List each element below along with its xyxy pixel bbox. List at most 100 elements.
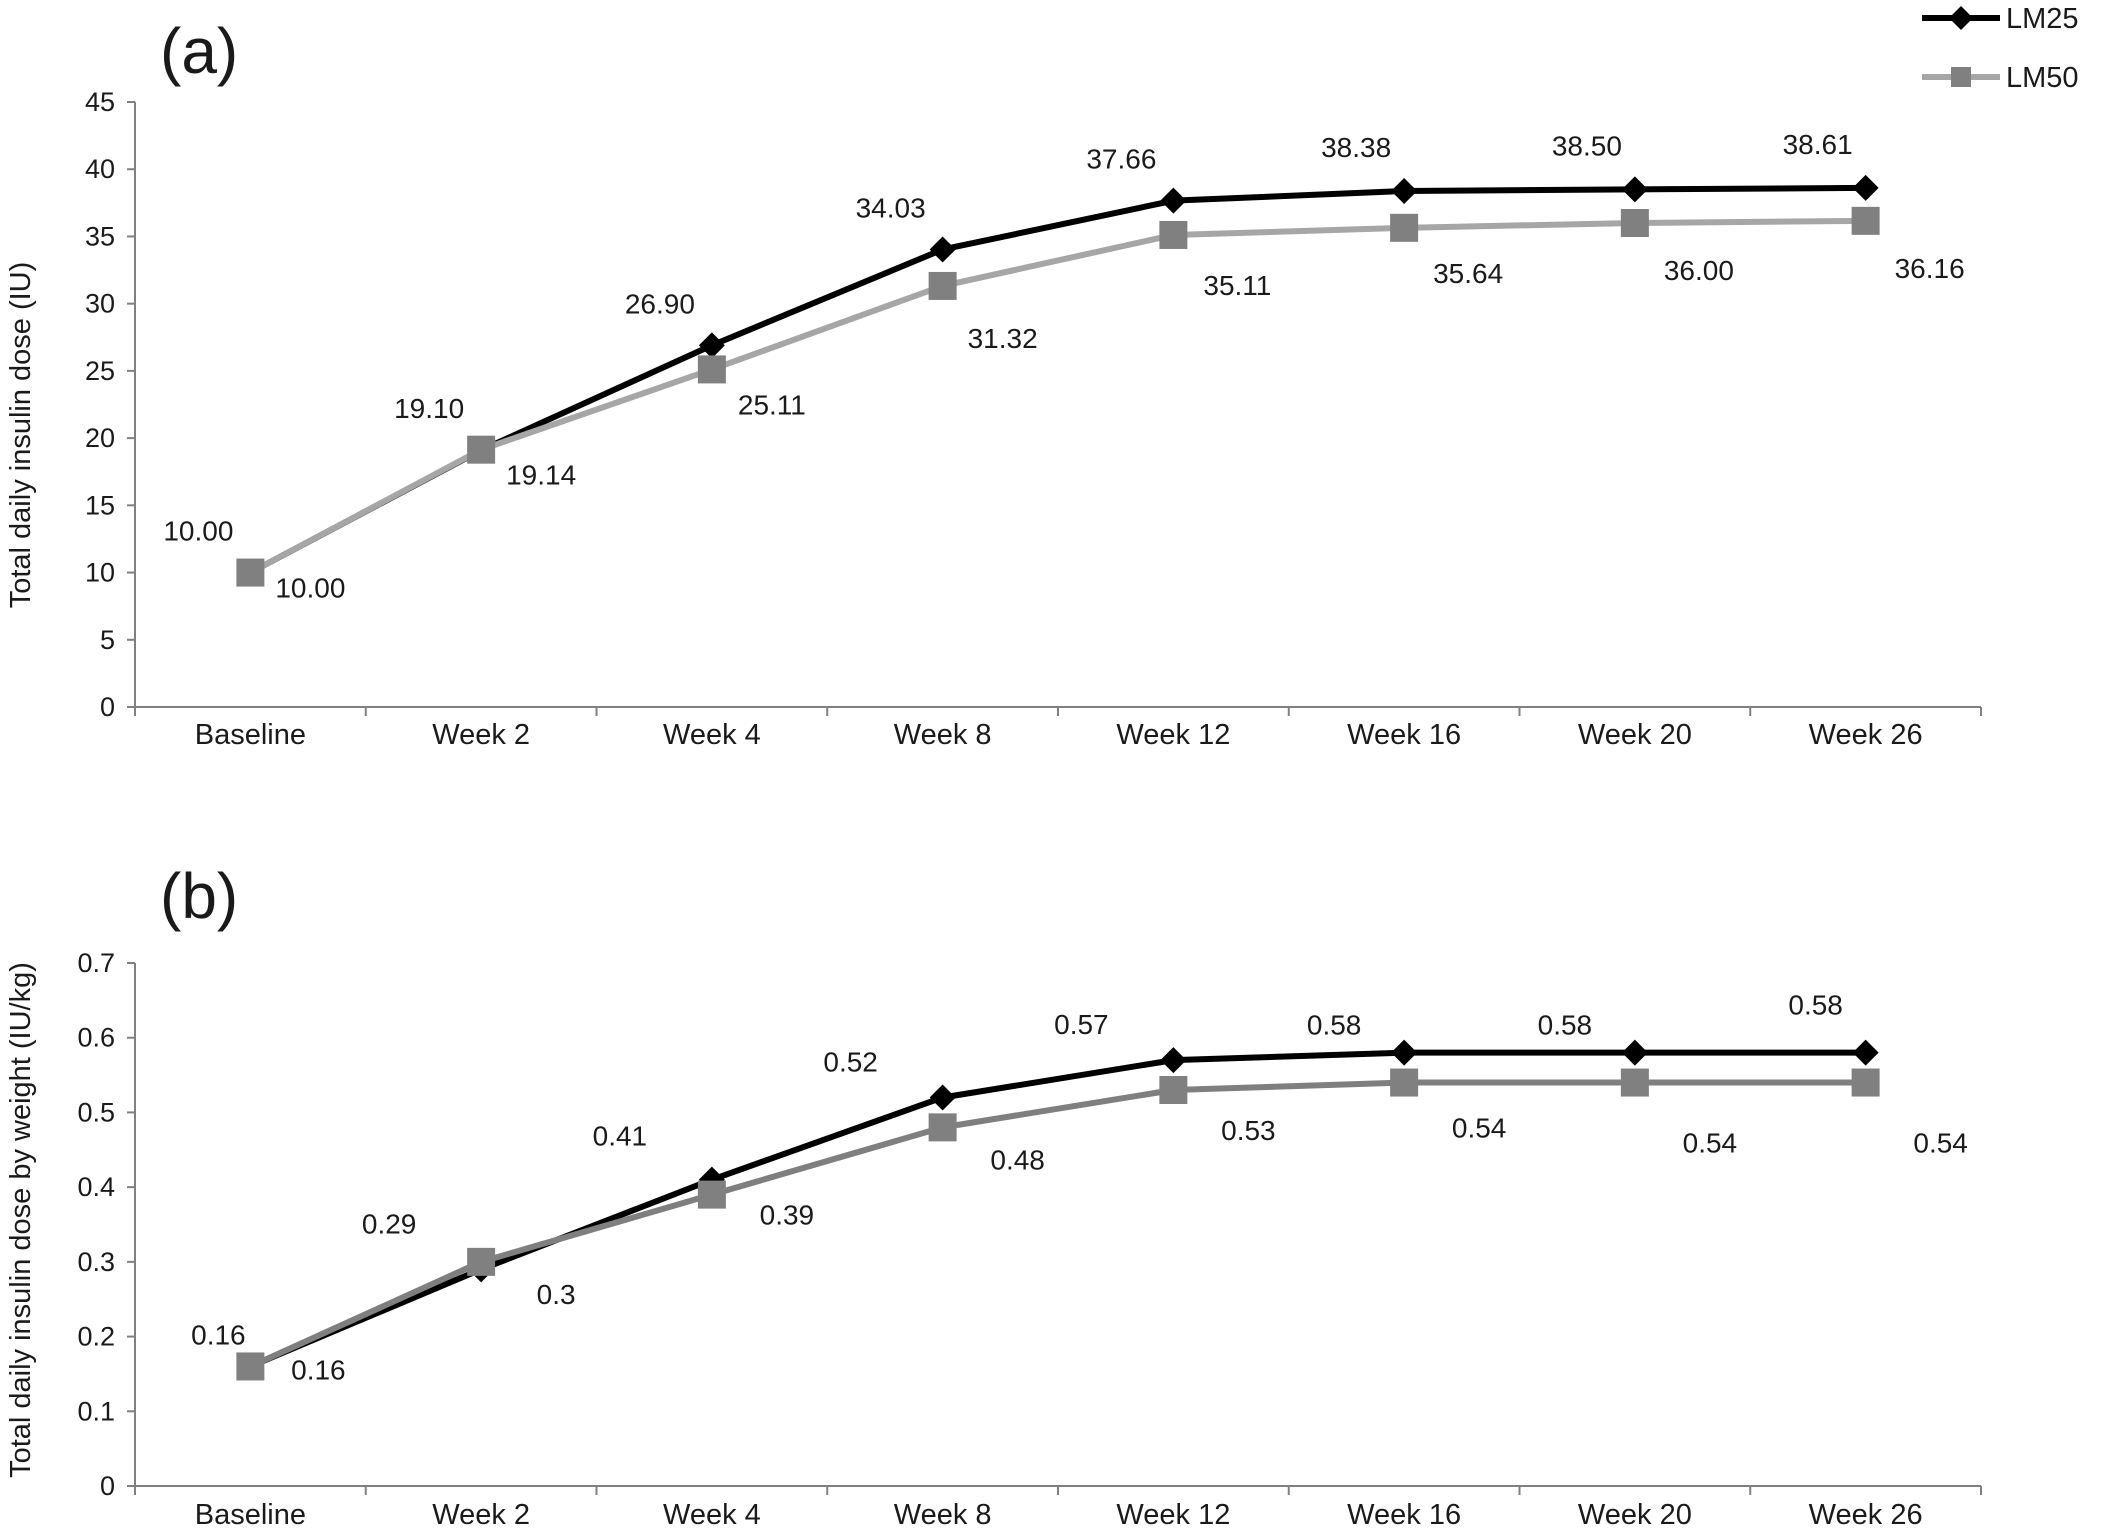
data-point-lm50: [1390, 1068, 1419, 1097]
legend-label-lm25: LM25: [2006, 3, 2079, 35]
data-point-lm25: [1160, 187, 1187, 214]
legend-marker-lm25: [1949, 6, 1973, 30]
data-label-lm50: 36.16: [1895, 253, 1965, 284]
data-label-lm50: 0.39: [760, 1200, 815, 1231]
y-tick-label: 0.7: [77, 948, 115, 978]
data-point-lm50: [1851, 1068, 1880, 1097]
x-tick-label: Week 20: [1578, 1499, 1692, 1531]
data-label-lm25: 0.58: [1788, 990, 1843, 1021]
x-tick-label: Week 26: [1809, 1499, 1923, 1531]
data-point-lm50: [1159, 220, 1188, 249]
data-point-lm25: [1621, 1039, 1648, 1066]
data-point-lm50: [1851, 206, 1880, 235]
y-tick-label: 45: [85, 87, 115, 117]
y-tick-label: 0.6: [77, 1023, 115, 1053]
panel-label-a: (a): [160, 15, 238, 87]
data-label-lm25: 0.57: [1054, 1009, 1109, 1040]
data-label-lm50: 10.00: [275, 573, 345, 604]
data-label-lm50: 0.16: [291, 1354, 346, 1385]
data-label-lm25: 0.29: [362, 1208, 417, 1239]
data-label-lm50: 35.64: [1433, 258, 1503, 289]
data-point-lm50: [928, 271, 957, 300]
data-point-lm50: [1620, 1068, 1649, 1097]
x-tick-label: Baseline: [195, 719, 306, 751]
chart-panel-a: (a) Total daily insulin dose (IU) 0 5 10 15…: [5, 15, 1982, 751]
legend-marker-lm50: [1951, 67, 1971, 87]
chart-panel-b: (b) Total daily insulin dose by weight (…: [5, 860, 1982, 1531]
data-label-lm25: 0.52: [823, 1046, 878, 1077]
data-point-lm25: [1852, 174, 1879, 201]
series-line-lm25: [248, 184, 1866, 576]
data-point-lm25: [1391, 1039, 1418, 1066]
data-point-lm50: [1159, 1076, 1188, 1105]
data-point-lm50: [697, 355, 726, 384]
data-label-lm50: 25.11: [738, 389, 806, 420]
data-point-lm25: [1391, 178, 1418, 205]
x-tick-label: Week 8: [894, 1499, 992, 1531]
data-label-lm25: 0.58: [1538, 1010, 1593, 1041]
x-tick-label: Week 26: [1809, 719, 1923, 751]
y-axis-title-b: Total daily insulin dose by weight (IU/k…: [5, 962, 37, 1478]
data-point-lm50: [697, 1180, 726, 1209]
data-point-lm50: [467, 435, 496, 464]
x-tick-label: Week 4: [663, 719, 761, 751]
data-label-lm25: 19.10: [394, 393, 464, 424]
y-tick-label: 0: [100, 692, 115, 722]
data-point-lm25: [929, 1084, 956, 1111]
data-label-lm25: 34.03: [856, 192, 926, 223]
y-tick-label: 40: [85, 154, 115, 184]
data-point-lm50: [1620, 209, 1649, 237]
data-label-lm50: 0.53: [1221, 1115, 1276, 1146]
data-point-lm25: [698, 332, 725, 359]
data-label-lm50: 36.00: [1664, 255, 1734, 286]
series-line-lm25: [249, 1049, 1866, 1370]
x-tick-label: Week 12: [1116, 719, 1230, 751]
data-label-lm25: 0.41: [593, 1121, 648, 1152]
data-label-lm50: 0.48: [990, 1144, 1045, 1175]
y-axis-title-a: Total daily insulin dose (IU): [5, 262, 37, 609]
legend-item-lm50: LM50: [1922, 62, 2079, 94]
x-tick-label: Week 2: [432, 1499, 530, 1531]
x-tick-label: Week 8: [894, 719, 992, 751]
data-point-lm50: [1390, 213, 1419, 242]
x-tick-label: Week 20: [1578, 719, 1692, 751]
data-point-lm50: [467, 1247, 496, 1276]
data-label-lm25: 38.50: [1552, 130, 1622, 161]
series-line-lm50: [248, 217, 1866, 576]
data-point-lm50: [236, 1352, 265, 1381]
data-label-lm50: 0.54: [1452, 1113, 1507, 1144]
data-label-lm25: 10.00: [163, 516, 233, 547]
series-line-lm50: [249, 1079, 1866, 1370]
data-point-lm25: [929, 236, 956, 263]
data-label-lm50: 0.54: [1913, 1128, 1968, 1159]
data-point-lm50: [928, 1113, 957, 1142]
data-label-lm50: 31.32: [968, 323, 1038, 354]
data-label-lm25: 0.16: [191, 1319, 246, 1350]
data-point-lm25: [1160, 1047, 1187, 1074]
legend-label-lm50: LM50: [2006, 62, 2079, 94]
y-tick-label: 0.3: [77, 1247, 115, 1277]
y-tick-label: 15: [85, 490, 115, 520]
legend-item-lm25: LM25: [1922, 3, 2079, 35]
x-tick-label: Week 2: [432, 719, 530, 751]
data-label-lm25: 26.90: [625, 288, 695, 319]
data-label-lm50: 0.3: [537, 1279, 576, 1310]
legend: LM25 LM50: [1922, 3, 2079, 94]
data-label-lm50: 19.14: [506, 460, 576, 491]
data-label-lm25: 0.58: [1307, 1010, 1362, 1041]
y-tick-label: 30: [85, 289, 115, 319]
panel-label-b: (b): [160, 860, 238, 932]
data-label-lm50: 0.54: [1683, 1128, 1738, 1159]
x-tick-label: Week 4: [663, 1499, 761, 1531]
x-tick-label: Week 16: [1347, 1499, 1461, 1531]
y-tick-label: 5: [100, 625, 115, 655]
y-tick-label: 0: [100, 1471, 115, 1501]
data-label-lm50: 35.11: [1203, 270, 1271, 301]
y-tick-label: 10: [85, 558, 115, 588]
x-tick-label: Week 12: [1116, 1499, 1230, 1531]
y-tick-label: 25: [85, 356, 115, 386]
y-tick-label: 20: [85, 423, 115, 453]
y-tick-label: 0.1: [77, 1396, 115, 1426]
data-point-lm25: [1621, 176, 1648, 203]
